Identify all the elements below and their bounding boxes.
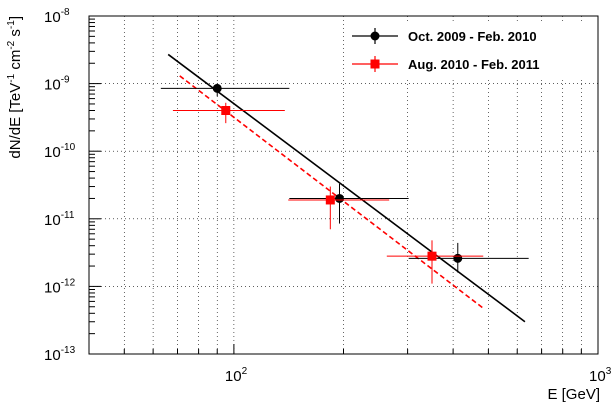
y-tick-label: 10-12 (44, 277, 76, 296)
fit-line-series-1 (167, 53, 526, 323)
y-tick-label: 10-9 (44, 75, 70, 94)
x-tick-label: 103 (589, 366, 611, 385)
legend-entry-1: Oct. 2009 - Feb. 2010 (352, 28, 537, 44)
square-marker (427, 251, 437, 261)
legend-label: Oct. 2009 - Feb. 2010 (408, 29, 537, 44)
y-tick-labels: 10-8 10-9 10-10 10-11 10-12 10-13 (44, 7, 76, 364)
data-points (160, 83, 529, 284)
legend: Oct. 2009 - Feb. 2010 Aug. 2010 - Feb. 20… (345, 22, 591, 80)
x-tick-label: 102 (225, 366, 248, 385)
x-tick-labels: 102 103 (225, 366, 611, 385)
circle-marker (453, 253, 463, 263)
fit-lines (167, 53, 526, 323)
circle-marker (212, 83, 222, 93)
circle-marker (334, 193, 344, 203)
legend-square-marker (370, 59, 380, 69)
y-axis-title: dN/dE [TeV-1 cm-2 s-1] (6, 16, 24, 159)
x-axis-title: E [GeV] (547, 386, 600, 403)
legend-box (345, 22, 591, 80)
y-tick-label: 10-8 (44, 7, 70, 26)
data-point-series-1 (160, 83, 290, 97)
legend-circle-marker (370, 31, 380, 41)
data-point-series-2 (172, 102, 285, 124)
data-point-series-2 (288, 186, 390, 230)
y-tick-label: 10-13 (44, 345, 76, 364)
legend-label: Aug. 2010 - Feb. 2011 (408, 57, 540, 72)
y-tick-label: 10-11 (44, 210, 75, 229)
data-point-series-2 (386, 240, 484, 284)
y-tick-label: 10-10 (44, 142, 76, 161)
legend-entry-2: Aug. 2010 - Feb. 2011 (352, 56, 540, 72)
square-marker (325, 195, 335, 205)
square-marker (221, 106, 231, 116)
data-point-series-1 (289, 183, 409, 224)
axis-ticks (88, 15, 599, 355)
